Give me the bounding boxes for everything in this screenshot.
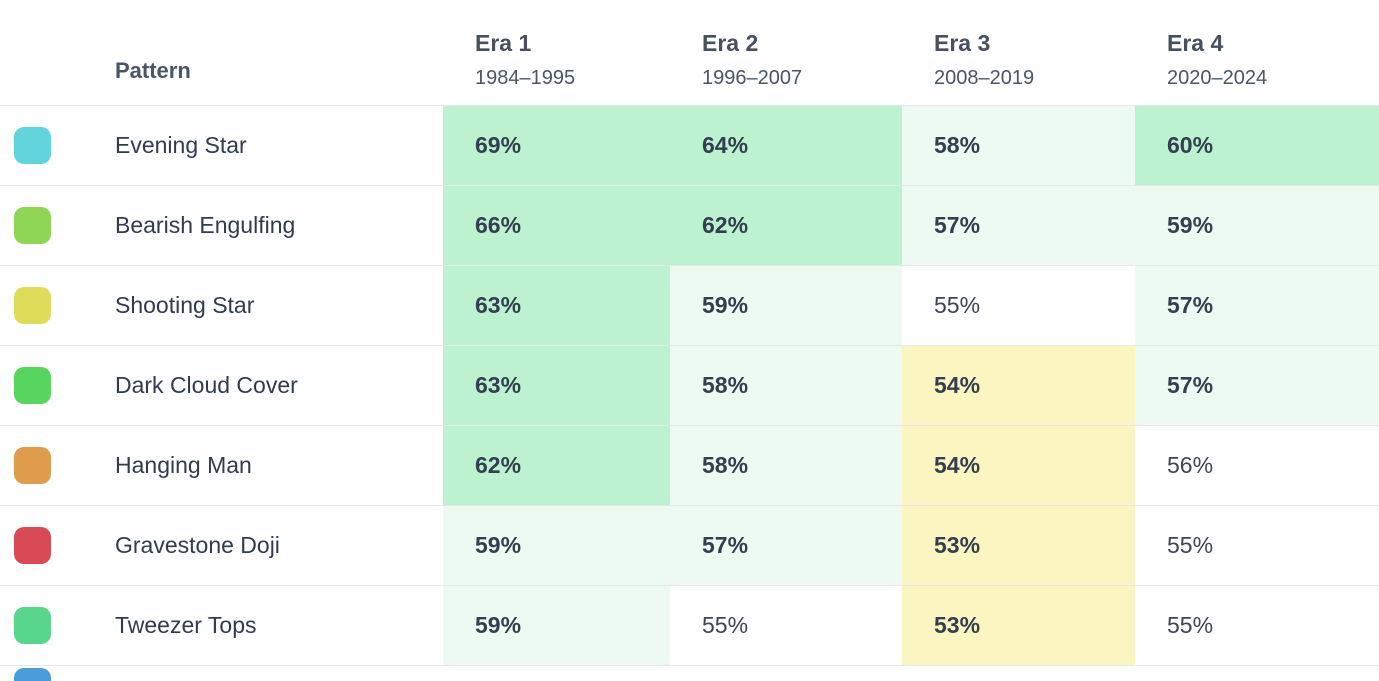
value-cell: 69% xyxy=(443,106,670,185)
pattern-color-swatch-icon xyxy=(14,126,51,164)
pattern-name: Gravestone Doji xyxy=(115,532,280,558)
era3-range: 2008–2019 xyxy=(934,67,1035,89)
value-cell: 53% xyxy=(902,506,1135,585)
pattern-color-swatch-icon xyxy=(14,366,51,404)
value-cell: 53% xyxy=(902,586,1135,665)
pattern-color-swatch-icon xyxy=(14,446,51,484)
value-cell: 60% xyxy=(1135,106,1379,185)
pattern-cell: Tweezer Tops xyxy=(0,586,443,665)
value-cell: 63% xyxy=(443,266,670,345)
partial-next-row xyxy=(0,665,1379,681)
era1-label: Era 1 xyxy=(475,30,532,56)
era1-column-header: Era 1 1984–1995 xyxy=(443,0,670,105)
era2-range: 1996–2007 xyxy=(702,67,803,89)
pattern-header-label: Pattern xyxy=(115,58,191,83)
table-row: Evening Star 69% 64% 58% 60% xyxy=(0,105,1379,185)
pattern-column-header: Pattern xyxy=(0,0,443,105)
value-cell: 57% xyxy=(1135,346,1379,425)
value-cell: 66% xyxy=(443,186,670,265)
value-cell: 58% xyxy=(670,346,902,425)
value-cell: 62% xyxy=(443,426,670,505)
era4-label: Era 4 xyxy=(1167,30,1224,56)
table-row: Bearish Engulfing 66% 62% 57% 59% xyxy=(0,185,1379,265)
value-cell: 55% xyxy=(902,266,1135,345)
pattern-color-swatch-icon xyxy=(14,668,51,681)
era3-column-header: Era 3 2008–2019 xyxy=(902,0,1135,105)
value-cell: 58% xyxy=(902,106,1135,185)
era1-range: 1984–1995 xyxy=(475,67,576,89)
pattern-name: Bearish Engulfing xyxy=(115,212,296,238)
pattern-cell: Hanging Man xyxy=(0,426,443,505)
pattern-cell: Bearish Engulfing xyxy=(0,186,443,265)
table-row: Hanging Man 62% 58% 54% 56% xyxy=(0,425,1379,505)
value-cell: 58% xyxy=(670,426,902,505)
pattern-name: Hanging Man xyxy=(115,452,252,478)
value-cell: 64% xyxy=(670,106,902,185)
value-cell: 62% xyxy=(670,186,902,265)
value-cell: 55% xyxy=(1135,586,1379,665)
era3-label: Era 3 xyxy=(934,30,991,56)
table-row: Gravestone Doji 59% 57% 53% 55% xyxy=(0,505,1379,585)
pattern-color-swatch-icon xyxy=(14,206,51,244)
table-row: Tweezer Tops 59% 55% 53% 55% xyxy=(0,585,1379,665)
value-cell: 55% xyxy=(1135,506,1379,585)
value-cell: 59% xyxy=(1135,186,1379,265)
value-cell: 56% xyxy=(1135,426,1379,505)
table-header-row: Pattern Era 1 1984–1995 Era 2 1996–2007 … xyxy=(0,0,1379,105)
pattern-name: Dark Cloud Cover xyxy=(115,372,298,398)
pattern-color-swatch-icon xyxy=(14,526,51,564)
value-cell: 54% xyxy=(902,426,1135,505)
era2-column-header: Era 2 1996–2007 xyxy=(670,0,902,105)
pattern-cell: Gravestone Doji xyxy=(0,506,443,585)
value-cell: 57% xyxy=(670,506,902,585)
pattern-color-swatch-icon xyxy=(14,606,51,644)
value-cell: 59% xyxy=(670,266,902,345)
pattern-name: Shooting Star xyxy=(115,292,255,318)
table-row: Dark Cloud Cover 63% 58% 54% 57% xyxy=(0,345,1379,425)
pattern-name: Evening Star xyxy=(115,132,247,158)
value-cell: 59% xyxy=(443,586,670,665)
pattern-cell: Dark Cloud Cover xyxy=(0,346,443,425)
pattern-name: Tweezer Tops xyxy=(115,612,257,638)
value-cell: 59% xyxy=(443,506,670,585)
value-cell: 57% xyxy=(902,186,1135,265)
value-cell: 57% xyxy=(1135,266,1379,345)
table-row: Shooting Star 63% 59% 55% 57% xyxy=(0,265,1379,345)
pattern-cell: Evening Star xyxy=(0,106,443,185)
era2-label: Era 2 xyxy=(702,30,759,56)
pattern-color-swatch-icon xyxy=(14,286,51,324)
value-cell: 55% xyxy=(670,586,902,665)
era4-column-header: Era 4 2020–2024 xyxy=(1135,0,1379,105)
value-cell: 54% xyxy=(902,346,1135,425)
pattern-cell: Shooting Star xyxy=(0,266,443,345)
era4-range: 2020–2024 xyxy=(1167,67,1268,89)
value-cell: 63% xyxy=(443,346,670,425)
